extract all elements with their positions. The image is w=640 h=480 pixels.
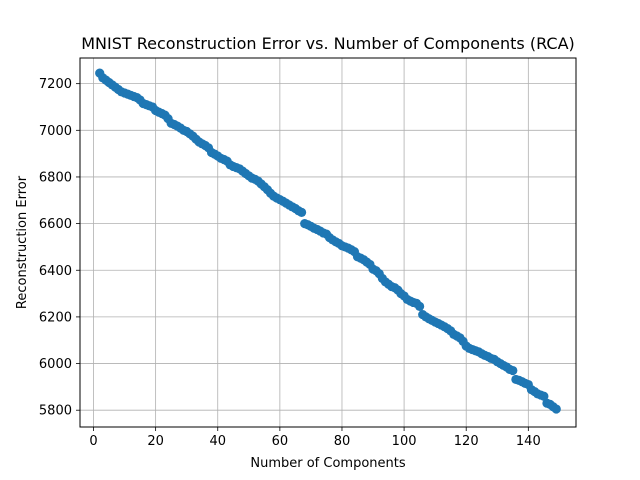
- chart-title: MNIST Reconstruction Error vs. Number of…: [81, 34, 575, 53]
- y-axis-ticks: 5800 6000 6200 6400 6600 6800 7000 7200: [39, 77, 80, 419]
- y-tick-label: 6800: [39, 170, 72, 185]
- data-point: [508, 365, 518, 376]
- y-tick-label: 6400: [39, 264, 72, 279]
- y-axis-label: Reconstruction Error: [15, 175, 30, 309]
- x-tick-label: 20: [147, 434, 164, 449]
- y-tick-label: 6600: [39, 217, 72, 232]
- data-point: [297, 207, 307, 218]
- y-tick-label: 5800: [39, 404, 72, 419]
- scatter-points: [95, 68, 561, 414]
- x-tick-label: 60: [272, 434, 289, 449]
- x-tick-label: 0: [89, 434, 97, 449]
- data-point: [415, 301, 425, 312]
- y-tick-label: 7200: [39, 77, 72, 92]
- data-point: [551, 404, 561, 414]
- x-tick-label: 100: [392, 434, 417, 449]
- x-tick-label: 40: [209, 434, 226, 449]
- x-tick-label: 80: [334, 434, 351, 449]
- x-tick-label: 120: [454, 434, 479, 449]
- y-tick-label: 6000: [39, 357, 72, 372]
- x-axis-label: Number of Components: [250, 456, 405, 471]
- y-tick-label: 7000: [39, 124, 72, 139]
- x-axis-ticks: 0 20 40 60 80 100 120 140: [89, 427, 541, 449]
- data-point: [539, 391, 549, 401]
- y-tick-label: 6200: [39, 310, 72, 325]
- x-tick-label: 140: [516, 434, 541, 449]
- plot-frame: [79, 57, 577, 428]
